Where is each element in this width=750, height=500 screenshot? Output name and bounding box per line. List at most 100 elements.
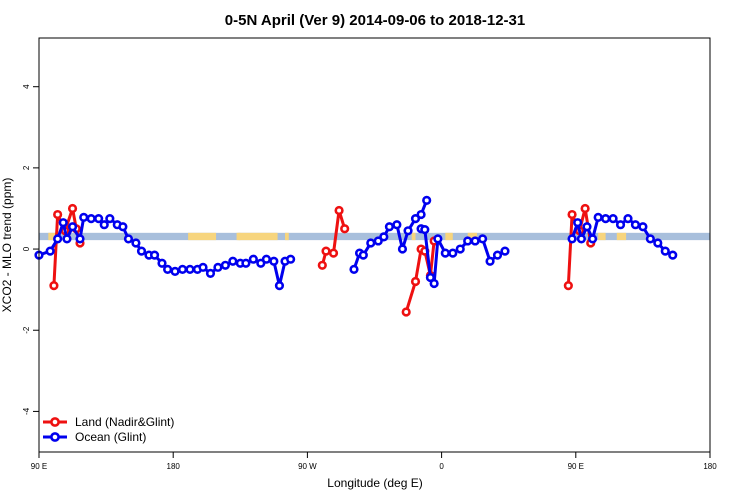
series-1-point-1-4	[373, 236, 383, 246]
y-tick-label-3: 2	[22, 165, 31, 170]
series-0-point-3-3	[580, 203, 590, 214]
band-land-segment-4	[285, 232, 289, 241]
series-1-point-3-4	[587, 234, 598, 244]
series-1-point-2-13	[500, 246, 510, 256]
series-1	[34, 195, 678, 291]
series-1-point-0-19	[157, 258, 167, 268]
series-1-point-0-3	[58, 218, 68, 228]
series-1-point-0-16	[136, 246, 147, 256]
series-0-point-1-1	[321, 246, 331, 256]
series-1-point-1-12	[422, 195, 432, 205]
y-axis-label: XCO2 - MLO trend (ppm)	[0, 178, 14, 313]
series-1-point-0-15	[131, 238, 141, 248]
series-1-point-0-6	[75, 234, 85, 244]
legend-label-1: Ocean (Glint)	[75, 430, 146, 444]
series-1-point-3-12	[645, 234, 655, 244]
series-1-point-2-12	[492, 250, 503, 260]
band-base	[39, 232, 710, 241]
series-1-point-3-2	[576, 234, 586, 244]
series-1-point-1-8	[397, 244, 408, 254]
series-1-point-3-13	[653, 238, 663, 248]
legend-label-0: Land (Nadir&Glint)	[75, 415, 174, 429]
series-1-point-1-0	[349, 264, 359, 274]
series-0-point-2-0	[401, 307, 411, 317]
x-tick-label-2: 90 W	[298, 462, 317, 471]
series-1-point-0-35	[269, 256, 279, 266]
series-1-point-2-2	[425, 272, 436, 283]
series-1-point-1-2	[358, 250, 368, 260]
series-1-point-0-1	[45, 246, 55, 256]
x-tick-label-0: 90 E	[31, 462, 47, 471]
series-1-point-2-3	[429, 278, 439, 289]
series-1-point-2-4	[433, 234, 443, 244]
band-land-segment-1	[188, 232, 217, 241]
series-1-point-0-8	[86, 214, 96, 224]
series-1-point-3-0	[567, 234, 577, 244]
series-1-point-0-38	[286, 254, 296, 264]
series-1-point-0-14	[123, 234, 134, 244]
series-1-point-0-7	[79, 212, 89, 222]
series-1-point-3-10	[630, 220, 641, 230]
series-1-point-0-4	[62, 234, 72, 244]
series-1-point-0-9	[94, 214, 104, 224]
legend-marker-0	[50, 417, 60, 427]
series-0-point-2-1	[410, 276, 421, 287]
x-axis: 90 E 180 90 W 0 90 E 180	[31, 452, 717, 471]
series-1-point-3-7	[608, 214, 618, 224]
y-tick-label-4: 4	[22, 84, 31, 89]
series-1-point-1-7	[392, 220, 402, 230]
band-land-segment-8	[598, 232, 606, 241]
x-axis-label: Longitude (deg E)	[327, 476, 422, 490]
series-1-point-3-15	[668, 250, 678, 260]
series-1-point-0-29	[228, 256, 238, 266]
series-0-point-3-1	[567, 209, 577, 220]
series-0-point-1-2	[328, 248, 339, 258]
series-1-point-0-32	[248, 254, 258, 264]
series-0-point-1-0	[317, 260, 327, 270]
series-1-point-0-26	[205, 268, 216, 279]
series-1-point-2-10	[478, 234, 488, 244]
series-1-point-3-8	[615, 220, 626, 230]
x-tick-label-1: 180	[167, 462, 181, 471]
series-1-point-3-14	[660, 246, 670, 256]
series-1-point-2-11	[485, 256, 495, 266]
band-land-segment-3	[238, 232, 278, 241]
x-tick-label-3: 0	[439, 462, 444, 471]
series-1-point-1-5	[379, 232, 389, 242]
series-0-point-0-0	[49, 280, 59, 291]
series-1-point-2-1	[420, 224, 430, 235]
series-1-point-2-9	[470, 236, 480, 246]
series-1-point-0-34	[261, 254, 271, 264]
plot-frame	[38, 37, 711, 453]
series-1-point-3-11	[638, 222, 648, 232]
series-1-point-0-13	[118, 222, 128, 232]
series-1-point-0-25	[198, 262, 208, 272]
band-land-segment-6	[445, 232, 453, 241]
series-1-point-1-3	[366, 238, 376, 248]
series-1-point-0-18	[149, 250, 160, 260]
legend-marker-1	[50, 432, 60, 442]
y-tick-label-2: 0	[22, 246, 31, 251]
band-land-segment-7	[467, 232, 478, 241]
series-1-point-0-11	[105, 214, 115, 224]
series-1-point-1-6	[384, 222, 395, 232]
series-0-point-3-0	[563, 280, 573, 291]
series-0-point-1-3	[334, 205, 344, 216]
series-layer	[34, 195, 678, 317]
series-1-point-2-5	[440, 248, 450, 258]
series-1-point-1-10	[410, 214, 421, 224]
y-axis: -4 -2 0 2 4	[22, 84, 39, 415]
series-1-point-0-31	[241, 258, 251, 268]
series-0	[49, 203, 596, 317]
y-tick-label-0: -4	[22, 407, 31, 415]
series-1-point-2-6	[448, 248, 458, 258]
band-land-segment-5	[411, 232, 416, 241]
series-1-point-0-20	[163, 264, 173, 274]
y-tick-label-1: -2	[22, 326, 31, 334]
series-1-point-2-8	[463, 236, 473, 246]
series-1-point-1-9	[403, 226, 413, 236]
series-1-point-3-6	[601, 214, 611, 224]
series-1-point-0-22	[177, 264, 188, 274]
series-0-point-1-4	[340, 224, 350, 234]
